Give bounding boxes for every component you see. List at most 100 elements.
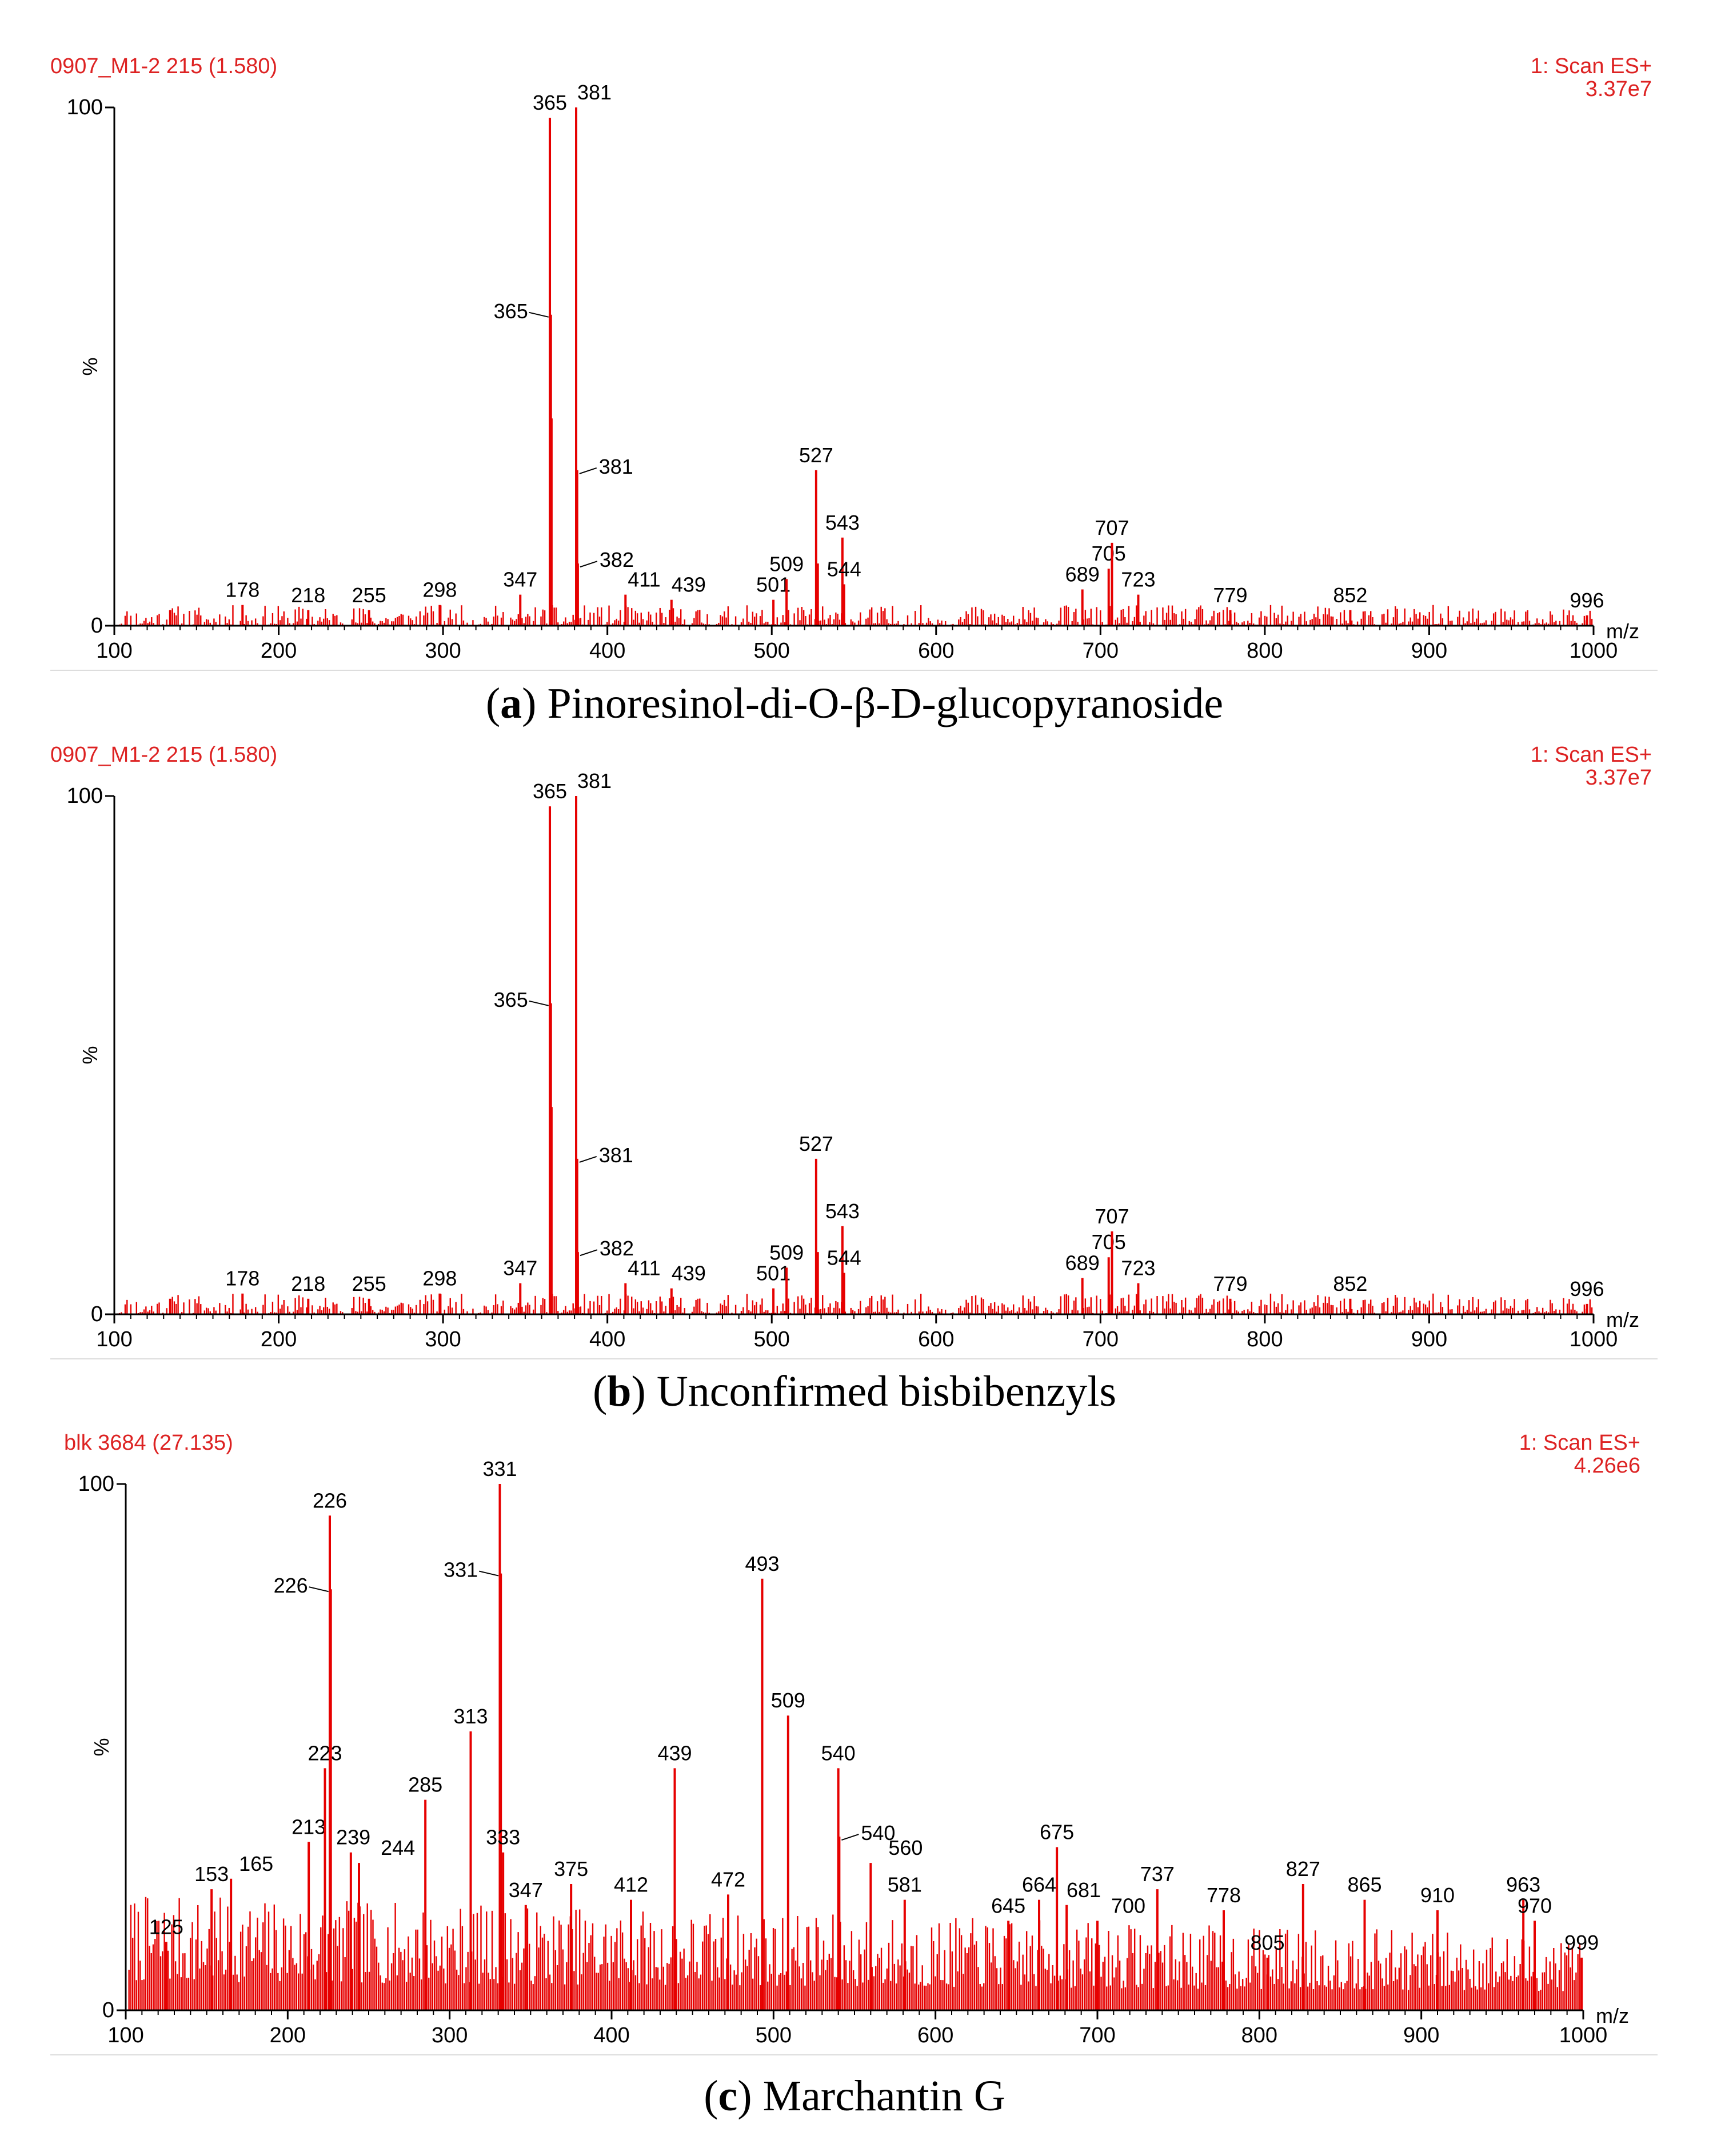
peak-label: 178 — [225, 578, 259, 602]
header-intensity-scale: 4.26e6 — [1574, 1454, 1640, 1478]
peak-label: 527 — [799, 443, 833, 467]
peak-label: 331 — [482, 1457, 517, 1481]
peak-label: 970 — [1518, 1894, 1552, 1917]
noise-bars — [117, 1293, 1593, 1314]
x-tick-label: 200 — [261, 639, 297, 663]
x-tick-label: 200 — [261, 1327, 297, 1351]
spectrum-panel-a: 0907_M1-2 215 (1.580) 1: Scan ES+3.37e7 17… — [50, 54, 1658, 727]
peak-label: 509 — [771, 1689, 805, 1712]
x-tick-label: 800 — [1247, 1327, 1283, 1351]
caption-letter: b — [607, 1367, 631, 1415]
peak-label: 543 — [825, 1199, 860, 1223]
x-tick-label: 300 — [425, 639, 461, 663]
header-scan-mode: 1: Scan ES+ — [1531, 743, 1652, 767]
peak-label: 737 — [1140, 1862, 1175, 1886]
peak-label-leader — [529, 311, 549, 318]
peak-label: 347 — [503, 1257, 537, 1280]
peak-label: 689 — [1065, 563, 1100, 586]
peak-label: 681 — [1067, 1878, 1101, 1902]
y-tick-label: 0 — [91, 1302, 103, 1326]
y-tick-label: 100 — [67, 95, 103, 119]
peak-label: 996 — [1570, 589, 1604, 612]
peak-label: 381 — [599, 1143, 633, 1167]
panel-caption: (c) Marchantin G — [704, 2072, 1005, 2120]
spectrum-panel-c: blk 3684 (27.135) 1: Scan ES+4.26e6 125 153… — [50, 1431, 1658, 2120]
peak-label: 382 — [600, 1237, 634, 1260]
y-tick-label: 0 — [102, 1998, 114, 2022]
y-axis-label: % — [90, 1738, 113, 1756]
peak-label-leader — [478, 1570, 499, 1577]
peak-label: 865 — [1347, 1873, 1381, 1897]
header-scan-mode: 1: Scan ES+ — [1519, 1431, 1640, 1455]
peak-label: 689 — [1065, 1251, 1100, 1275]
peak-label: 501 — [756, 573, 790, 597]
peak-label: 412 — [614, 1873, 648, 1897]
x-tick-label: 700 — [1079, 2023, 1115, 2047]
peak-label-leader — [579, 467, 597, 474]
x-tick-label: 800 — [1241, 2023, 1277, 2047]
y-tick-label: 0 — [91, 614, 103, 638]
peak-label: 705 — [1092, 542, 1126, 565]
peak-label: 996 — [1570, 1277, 1604, 1301]
peak-label: 707 — [1095, 516, 1129, 539]
peak-label: 381 — [577, 769, 612, 793]
peak-label: 255 — [352, 583, 386, 607]
header-sample-id: 0907_M1-2 215 (1.580) — [50, 54, 277, 78]
header-scan-mode: 1: Scan ES+ — [1531, 54, 1652, 78]
peak-label: 509 — [769, 1241, 804, 1264]
peak-label: 381 — [599, 455, 633, 478]
peak-label: 347 — [509, 1878, 543, 1902]
peaks: 125 153 165 213 223 226 226 239 244 285 313 331 331 3… — [149, 1457, 1599, 2010]
x-tick-label: 900 — [1411, 1327, 1447, 1351]
y-axis-label: % — [78, 1046, 102, 1064]
x-axis-label: m/z — [1606, 1308, 1639, 1331]
peak-label: 439 — [657, 1741, 692, 1765]
noise-bars — [117, 605, 1593, 626]
peak-label: 827 — [1286, 1857, 1320, 1881]
header-intensity-scale: 3.37e7 — [1586, 77, 1652, 101]
x-tick-label: 700 — [1083, 639, 1119, 663]
peak-label: 963 — [1506, 1873, 1540, 1897]
peak-label: 675 — [1040, 1820, 1074, 1843]
peak-label: 347 — [503, 568, 537, 591]
peak-label: 527 — [799, 1132, 833, 1155]
peak-label: 852 — [1333, 583, 1367, 607]
caption-letter: c — [718, 2072, 738, 2120]
x-tick-label: 1000 — [1570, 1327, 1618, 1351]
peak-label: 439 — [672, 1262, 706, 1285]
peak-label: 705 — [1092, 1230, 1126, 1254]
x-tick-label: 200 — [270, 2023, 306, 2047]
peak-label: 852 — [1333, 1272, 1367, 1295]
peak-label: 213 — [292, 1815, 326, 1838]
x-tick-label: 300 — [425, 1327, 461, 1351]
peak-label: 365 — [533, 779, 567, 803]
peak-label: 298 — [422, 1267, 457, 1290]
peak-label: 999 — [1564, 1931, 1599, 1954]
x-axis-label: m/z — [1606, 619, 1639, 643]
x-tick-label: 500 — [754, 1327, 790, 1351]
peak-label: 411 — [628, 1257, 660, 1280]
caption-text: Marchantin G — [763, 2072, 1005, 2120]
peak-label: 255 — [352, 1272, 386, 1295]
caption-letter: a — [500, 679, 522, 727]
peak-label: 165 — [239, 1852, 273, 1875]
header-sample-id: 0907_M1-2 215 (1.580) — [50, 743, 277, 767]
peak-label: 239 — [336, 1826, 370, 1849]
panel-caption: (a) Pinoresinol-di-O-β-D-glucopyranoside — [486, 679, 1223, 727]
x-tick-label: 1000 — [1559, 2023, 1608, 2047]
peak-label: 540 — [821, 1741, 856, 1765]
peak-label: 244 — [381, 1836, 415, 1859]
peak-label: 153 — [194, 1862, 229, 1886]
peak-label: 333 — [486, 1826, 520, 1849]
peak-label: 910 — [1420, 1883, 1455, 1907]
peak-label: 331 — [444, 1558, 478, 1582]
peak-label: 805 — [1250, 1931, 1284, 1954]
x-tick-label: 400 — [589, 639, 625, 663]
peak-label-leader — [580, 1249, 598, 1257]
x-axis-label: m/z — [1596, 2004, 1629, 2027]
noise-bars — [128, 1897, 1583, 2010]
x-tick-label: 600 — [918, 639, 954, 663]
